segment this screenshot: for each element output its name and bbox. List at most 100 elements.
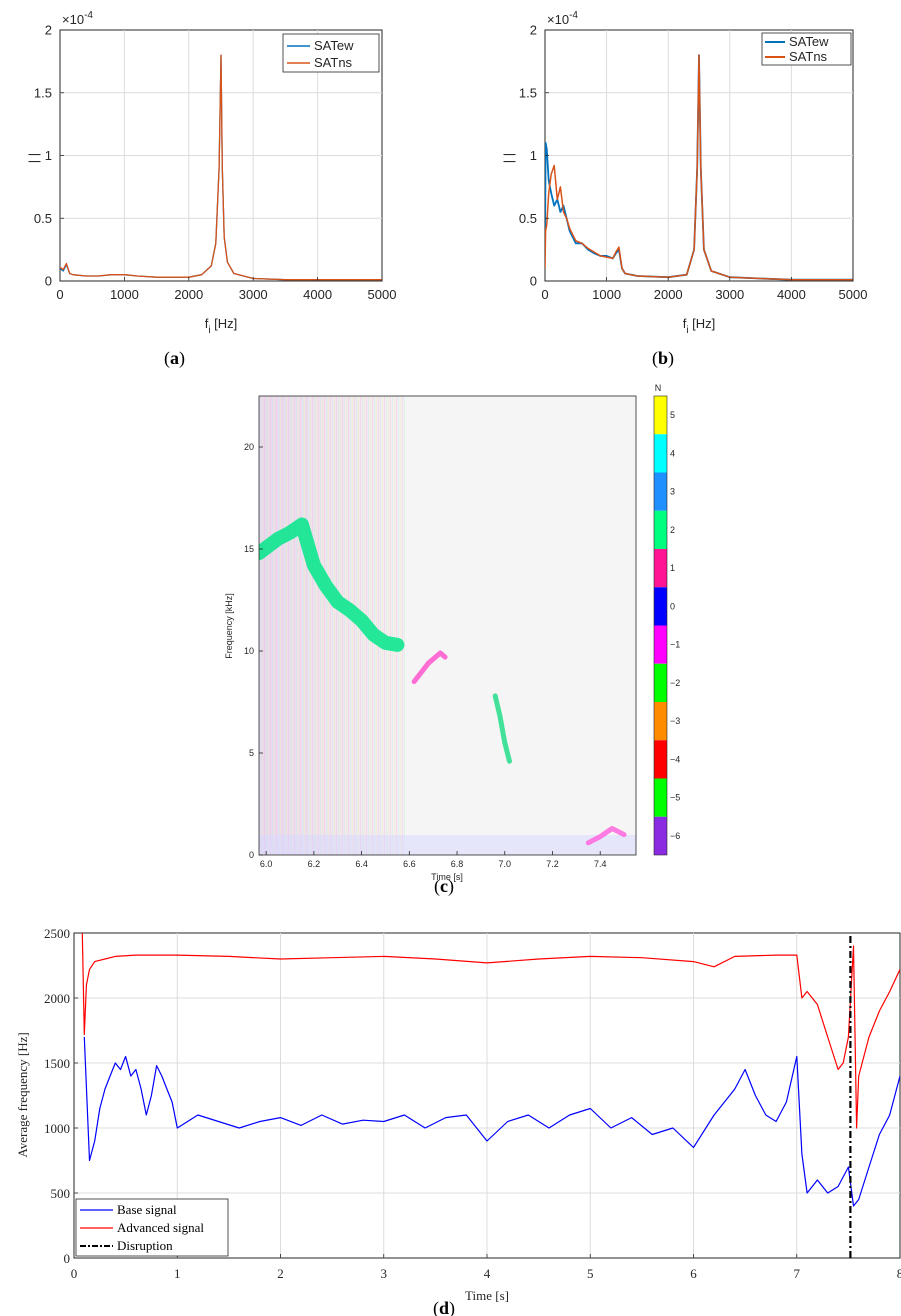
panel-a-legend-satew: SATew xyxy=(314,38,354,53)
b-x-tick-label-4: 4000 xyxy=(777,287,806,302)
d-x-tick-label-6: 6 xyxy=(690,1266,697,1281)
b-y-tick-label-3: 1.5 xyxy=(519,85,537,100)
d-x-tick-label-1: 1 xyxy=(174,1266,181,1281)
panel-a-series xyxy=(60,54,382,281)
panel-c-colorbar-tick-2: 3 xyxy=(670,487,675,497)
panel-b-legend-satew: SATew xyxy=(789,34,829,49)
b-x-tick-label-0: 0 xyxy=(541,287,548,302)
panel-d-legend-disruption: Disruption xyxy=(117,1238,173,1253)
panel-c-colorbar-title: N xyxy=(655,383,662,393)
c-x-tick-label-5: 7.0 xyxy=(499,859,512,869)
c-y-tick-label-3: 15 xyxy=(244,544,254,554)
panel-c-colorbar-segment-4 xyxy=(654,549,667,588)
panel-c-ridge-1 xyxy=(411,650,448,685)
panel-d-y-ticks: 0 500 1000 1500 2000 2500 xyxy=(44,926,78,1266)
d-x-tick-label-5: 5 xyxy=(587,1266,594,1281)
panel-a-legend: SATew SATns xyxy=(282,33,380,73)
a-y-tick-label-4: 2 xyxy=(45,23,52,38)
panel-c-noise-streaks xyxy=(259,396,405,855)
panel-d-legend-base: Base signal xyxy=(117,1202,177,1217)
panel-c-noise-region xyxy=(259,396,636,855)
panel-d-legend: Base signal Advanced signal Disruption xyxy=(75,1198,229,1257)
d-series-advanced-signal xyxy=(81,933,900,1129)
b-y-tick-label-2: 1 xyxy=(530,148,537,163)
c-y-tick-label-1: 5 xyxy=(249,748,254,758)
b-x-tick-label-5: 5000 xyxy=(839,287,868,302)
c-x-tick-label-2: 6.4 xyxy=(355,859,368,869)
panel-c-y-label: Frequency [kHz] xyxy=(224,593,234,659)
panel-c-ridge-3 xyxy=(585,826,627,846)
panel-b-legend: SATew SATns xyxy=(761,32,852,66)
a-x-tick-label-2: 2000 xyxy=(174,287,203,302)
d-x-tick-label-2: 2 xyxy=(277,1266,284,1281)
panel-c-colorbar-segment-10 xyxy=(654,778,667,817)
panel-c-colorbar-segment-8 xyxy=(654,702,667,741)
c-x-tick-label-1: 6.2 xyxy=(308,859,321,869)
caption-d: (d) xyxy=(433,1298,455,1316)
panel-c-x-ticks: 6.0 6.2 6.4 6.6 6.8 7.0 7.2 7.4 xyxy=(260,851,607,869)
panel-c-colorbar-segment-1 xyxy=(654,434,667,473)
b-x-tick-label-2: 2000 xyxy=(654,287,683,302)
d-x-tick-label-0: 0 xyxy=(71,1266,78,1281)
a-y-tick-label-3: 1.5 xyxy=(34,85,52,100)
panel-a-spectrum: 0 1000 2000 3000 4000 5000 0 0.5 1 1.5 2 ×10-4 | … xyxy=(26,10,396,336)
panel-a-x-ticks: 0 1000 2000 3000 4000 5000 xyxy=(56,277,396,302)
a-x-tick-label-4: 4000 xyxy=(303,287,332,302)
panel-c-colorbar-segment-7 xyxy=(654,663,667,702)
b-y-tick-label-0: 0 xyxy=(530,274,537,289)
d-series-base-signal xyxy=(83,1036,900,1207)
panel-d-x-label: Time [s] xyxy=(465,1288,509,1303)
panel-a-legend-satns: SATns xyxy=(314,55,353,70)
c-x-tick-label-7: 7.4 xyxy=(594,859,607,869)
panel-b-series xyxy=(545,54,853,281)
panel-c-colorbar-tick-1: 4 xyxy=(670,448,675,458)
caption-a: (a) xyxy=(164,348,185,369)
panel-c-colorbar-tick-7: −2 xyxy=(670,678,680,688)
a-x-tick-label-1: 1000 xyxy=(110,287,139,302)
panel-d-y-label: Average frequency [Hz] xyxy=(15,1032,30,1157)
panel-c-colorbar-segment-6 xyxy=(654,625,667,664)
panel-c-colorbar-segment-3 xyxy=(654,510,667,549)
d-x-tick-label-4: 4 xyxy=(484,1266,491,1281)
d-y-tick-label-5: 2500 xyxy=(44,926,70,941)
panel-b-legend-satns: SATns xyxy=(789,49,828,64)
panel-a-exponent: ×10-4 xyxy=(62,10,93,27)
b-x-tick-label-1: 1000 xyxy=(592,287,621,302)
panel-a-y-ticks: 0 0.5 1 1.5 2 xyxy=(34,23,64,289)
panel-c-colorbar-tick-11: −6 xyxy=(670,831,680,841)
panel-a-x-label: fi [Hz] xyxy=(205,316,238,336)
panel-c-low-band xyxy=(259,835,636,855)
d-x-tick-label-3: 3 xyxy=(381,1266,388,1281)
c-y-tick-label-2: 10 xyxy=(244,646,254,656)
b-y-tick-label-4: 2 xyxy=(530,23,537,38)
panel-c-ridge-0 xyxy=(259,517,405,652)
panel-b-x-ticks: 0 1000 2000 3000 4000 5000 xyxy=(541,277,867,302)
d-y-tick-label-3: 1500 xyxy=(44,1056,70,1071)
panel-c-colorbar-box xyxy=(653,395,668,856)
panel-c-colorbar-segment-2 xyxy=(654,472,667,511)
panel-b-x-label: fi [Hz] xyxy=(683,316,716,336)
c-y-tick-label-0: 0 xyxy=(249,850,254,860)
panel-c-colorbar-tick-0: 5 xyxy=(670,410,675,420)
c-y-tick-label-4: 20 xyxy=(244,442,254,452)
panel-c-colorbar-tick-6: −1 xyxy=(670,640,680,650)
a-x-tick-label-3: 3000 xyxy=(239,287,268,302)
d-x-tick-label-7: 7 xyxy=(794,1266,801,1281)
caption-c: (c) xyxy=(434,876,454,897)
a-y-tick-label-1: 0.5 xyxy=(34,211,52,226)
c-x-tick-label-0: 6.0 xyxy=(260,859,273,869)
panel-c-colorbar-segment-9 xyxy=(654,740,667,779)
a-y-tick-label-0: 0 xyxy=(45,274,52,289)
panel-a-grid xyxy=(60,30,382,281)
panel-a-y-label: | | xyxy=(26,153,41,163)
c-x-tick-label-6: 7.2 xyxy=(546,859,559,869)
panel-d-series xyxy=(81,933,900,1258)
b-x-tick-label-3: 3000 xyxy=(715,287,744,302)
a-x-tick-label-5: 5000 xyxy=(368,287,397,302)
b-series-satns xyxy=(545,54,853,281)
panel-c-colorbar-tick-10: −5 xyxy=(670,793,680,803)
panel-b-legend-box xyxy=(761,32,852,66)
panel-d-legend-advanced: Advanced signal xyxy=(117,1220,204,1235)
